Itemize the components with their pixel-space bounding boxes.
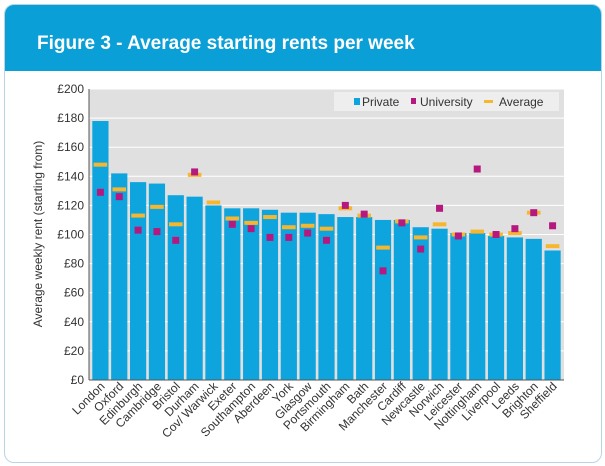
bar-private	[450, 233, 467, 380]
marker-university	[153, 228, 161, 236]
bar-private	[167, 195, 184, 380]
bar-private	[92, 121, 109, 380]
marker-average	[376, 245, 390, 250]
bar-private	[374, 219, 392, 380]
marker-university	[473, 165, 481, 173]
x-tick-labels: LondonOxfordEdinburghCambridgeBristolDur…	[69, 379, 559, 441]
bar-private	[356, 217, 373, 380]
bar-private	[299, 212, 316, 380]
figure-header: Figure 3 - Average starting rents per we…	[5, 5, 601, 71]
marker-average	[545, 244, 560, 249]
marker-university	[191, 168, 199, 176]
bar-private	[111, 173, 128, 380]
bar-private	[393, 219, 410, 380]
y-tick-label: £140	[57, 169, 84, 183]
bar-private	[337, 217, 354, 380]
marker-university	[96, 188, 104, 196]
marker-university	[511, 225, 519, 233]
marker-university	[285, 233, 293, 241]
bar-private	[318, 214, 335, 380]
marker-university	[134, 226, 142, 234]
marker-university	[417, 245, 425, 253]
marker-university	[115, 193, 123, 201]
bar-private	[261, 209, 279, 380]
marker-average	[413, 235, 428, 240]
bar-private	[129, 182, 147, 380]
bar-private	[469, 233, 486, 380]
y-tick-label: £100	[57, 228, 84, 242]
bar-private	[431, 228, 448, 380]
marker-university	[360, 210, 368, 218]
legend-label-private: Private	[362, 95, 400, 109]
y-tick-label: £80	[64, 257, 84, 271]
y-tick-label: £40	[64, 315, 84, 329]
marker-average	[432, 222, 447, 227]
marker-average	[470, 229, 485, 234]
marker-university	[341, 201, 349, 209]
marker-average	[206, 200, 221, 205]
marker-average	[244, 220, 258, 225]
figure-title: Figure 3 - Average starting rents per we…	[37, 33, 415, 54]
legend-swatch-average	[484, 100, 493, 103]
y-tick-label: £0	[71, 373, 85, 387]
marker-university	[266, 233, 274, 241]
marker-average	[225, 216, 240, 221]
marker-average	[131, 213, 145, 218]
y-tick-label: £20	[64, 344, 84, 358]
bar-private	[544, 250, 561, 380]
marker-university	[323, 236, 330, 244]
y-tick-label: £160	[57, 140, 84, 154]
marker-average	[508, 231, 522, 236]
marker-university	[379, 267, 387, 275]
y-tick-label: £200	[57, 82, 84, 96]
y-axis-label: Average weekly rent (starting from)	[31, 141, 45, 328]
marker-average	[300, 223, 315, 228]
marker-university	[454, 232, 462, 240]
marker-university	[228, 220, 236, 228]
university-markers	[96, 165, 557, 275]
y-tick-label: £120	[57, 198, 84, 212]
legend-box	[334, 92, 559, 111]
bar-private	[224, 208, 241, 380]
marker-university	[436, 204, 444, 212]
marker-average	[319, 226, 334, 231]
marker-university	[247, 225, 255, 233]
marker-average	[112, 187, 127, 192]
marker-average	[282, 225, 296, 230]
y-tick-label: £60	[64, 286, 84, 300]
marker-average	[150, 204, 164, 209]
bar-private	[412, 227, 429, 380]
marker-university	[492, 231, 500, 238]
bar-private	[186, 196, 203, 380]
legend: Private University Average	[334, 92, 559, 111]
marker-average	[93, 162, 108, 167]
y-tick-labels: £0 £20 £40 £60 £80 £100 £120 £140 £160 £180 £200	[57, 82, 84, 387]
marker-university	[549, 222, 557, 230]
axes	[88, 89, 564, 381]
legend-swatch-private	[354, 98, 360, 105]
legend-label-university: University	[420, 95, 473, 109]
legend-label-average: Average	[499, 95, 544, 109]
bar-private	[205, 205, 222, 380]
legend-swatch-university	[411, 98, 416, 104]
marker-average	[263, 215, 277, 220]
bar-private	[280, 212, 297, 380]
bar-private	[148, 183, 166, 380]
marker-university	[530, 209, 538, 217]
bar-private	[525, 238, 542, 380]
bar-private	[506, 237, 524, 380]
y-tick-label: £180	[57, 111, 84, 125]
bar-private	[243, 208, 260, 380]
bar-private	[487, 235, 505, 380]
marker-average	[168, 222, 183, 227]
marker-university	[398, 219, 406, 227]
private-bars	[92, 121, 561, 380]
marker-university	[172, 236, 180, 244]
marker-university	[304, 229, 312, 237]
